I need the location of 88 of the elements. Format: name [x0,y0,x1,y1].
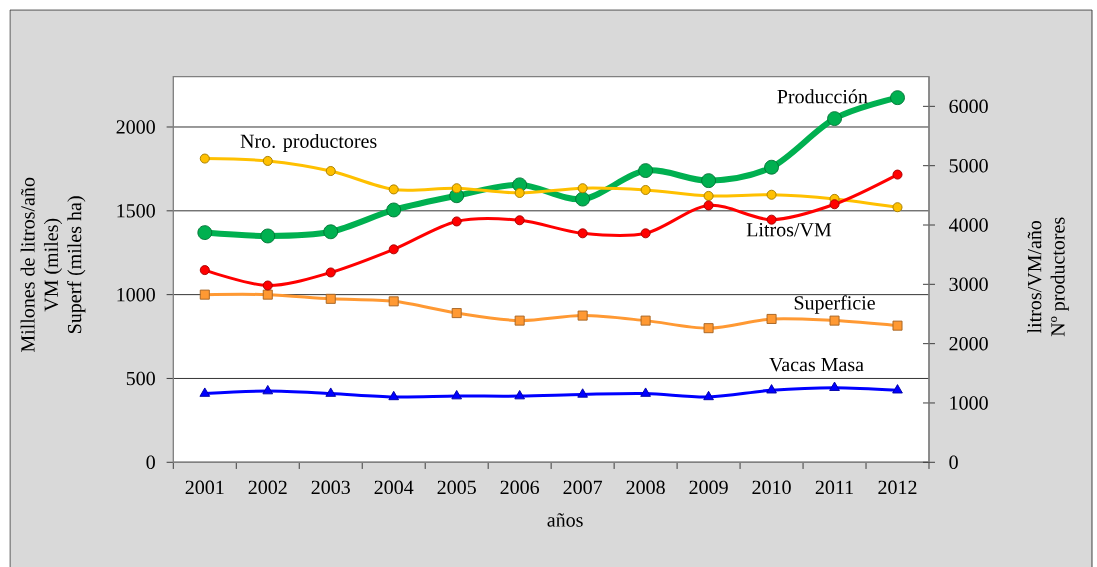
y2-tick-label: 5000 [949,158,988,173]
point [766,189,777,200]
point [199,387,211,397]
point [640,185,651,195]
point [829,315,840,326]
y2-tick-label: 4000 [949,218,988,232]
point [388,296,399,307]
y-tick-label: 500 [126,371,155,386]
y-tick-label: 1000 [117,287,155,302]
point [892,384,903,394]
point [703,390,714,401]
point [451,216,462,227]
y-axis-title: Millones de litros/año VM (miles) Superf (miles ha) [20,177,86,353]
point [388,390,400,401]
y2-tick-label: 0 [949,455,958,470]
y2-axis-title: litros/VM/año Nº productores [1027,217,1069,337]
y2-tick-label: 3000 [949,277,988,292]
x-tick-label: 2011 [815,480,853,495]
point [199,265,210,276]
point [766,384,777,394]
point [199,153,210,164]
point [388,184,399,195]
x-tick-label: 2002 [248,480,287,495]
point [575,191,591,207]
point [892,320,903,331]
series-label: Superficie [794,295,875,314]
x-tick-label: 2005 [437,480,476,495]
point [703,323,714,334]
point [514,389,525,400]
point [451,389,463,400]
x-tick-label: 2009 [689,480,728,495]
point [827,111,842,127]
point [829,199,840,210]
series-label: Vacas Masa [769,358,864,372]
point [703,200,714,211]
point [638,163,654,178]
x-tick-label: 2012 [878,480,917,495]
point [386,202,402,218]
point [260,228,276,244]
point [262,289,273,300]
point [577,228,588,239]
series-label: Nro. productores [240,133,377,153]
point [890,90,905,106]
point [451,308,462,319]
x-tick-label: 2007 [563,480,603,495]
x-tick-label: 2010 [752,480,791,495]
point [325,387,337,397]
point [323,224,339,240]
point [514,215,525,226]
x-tick-label: 2006 [500,480,540,495]
x-tick-label: 2001 [185,480,224,495]
point [325,166,336,177]
point [892,202,903,213]
x-tick-label: 2008 [626,480,665,495]
point [640,387,651,397]
point [892,169,903,180]
point [262,280,273,291]
point [514,187,525,198]
y2-tick-label: 1000 [950,396,988,410]
point [640,315,651,326]
y-tick-label: 2000 [116,120,155,134]
point [766,313,777,324]
point [325,293,336,304]
series-label: Litros/VM [746,223,832,237]
x-tick-label: 2003 [311,480,350,495]
point [197,225,213,241]
x-axis-title: años [547,513,583,527]
point [451,183,462,194]
point [640,228,651,239]
point [703,190,714,201]
point [388,244,399,255]
point [764,159,779,175]
point [577,183,588,194]
x-tick-label: 2004 [374,480,414,495]
point [577,310,588,321]
point [262,384,274,395]
y2-tick-label: 6000 [949,99,988,114]
point [262,155,273,166]
point [325,267,336,278]
point [514,315,525,326]
point [829,381,840,391]
y-tick-label: 0 [146,455,155,470]
series-label: Producción [777,89,868,104]
point [577,388,588,398]
point [199,289,210,300]
y2-tick-label: 2000 [949,336,988,351]
point [701,173,716,189]
y-tick-label: 1500 [117,204,155,218]
